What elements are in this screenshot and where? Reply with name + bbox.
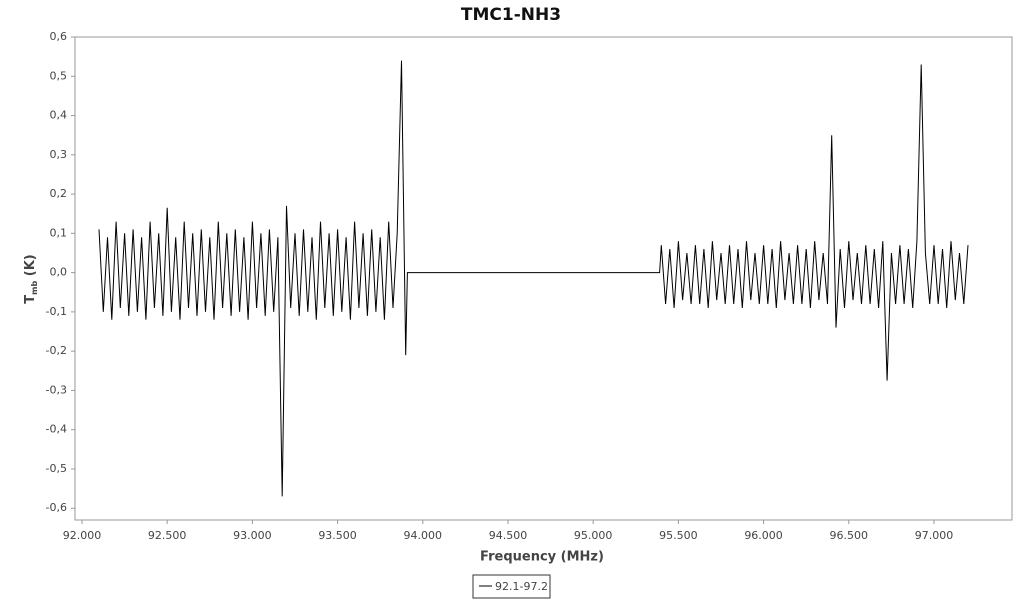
y-label-main: T: [23, 295, 38, 304]
y-tick-label: -0,4: [46, 423, 67, 436]
y-tick-label: 0,0: [50, 266, 68, 279]
y-tick-label: -0,6: [46, 501, 67, 514]
y-tick-label: 0,4: [50, 109, 68, 122]
y-label-unit: (K): [23, 254, 38, 280]
y-axis-label: Tmb (K): [23, 254, 39, 303]
x-tick-label: 96.500: [830, 529, 869, 542]
chart-title: TMC1-NH3: [461, 5, 561, 25]
legend-label: 92.1-97.2: [495, 580, 548, 593]
x-tick-label: 96.000: [744, 529, 783, 542]
y-label-sub: mb: [30, 281, 39, 295]
x-tick-label: 92.000: [63, 529, 102, 542]
x-tick-label: 95.000: [574, 529, 613, 542]
y-tick-label: -0,3: [46, 383, 67, 396]
y-tick-label: -0,2: [46, 344, 67, 357]
x-tick-label: 95.500: [659, 529, 698, 542]
x-tick-label: 97.000: [915, 529, 954, 542]
y-tick-label: -0,5: [46, 462, 67, 475]
spectrum-line: [98, 60, 969, 497]
x-tick-label: 94.500: [489, 529, 528, 542]
x-tick-label: 93.500: [318, 529, 357, 542]
y-tick-label: 0,3: [50, 148, 68, 161]
x-axis-label: Frequency (MHz): [480, 550, 604, 565]
legend-box: [472, 574, 551, 599]
y-tick-label: 0,6: [50, 30, 68, 43]
y-tick-label: 0,2: [50, 187, 68, 200]
y-tick-label: 0,1: [50, 226, 68, 239]
x-tick-label: 93.000: [233, 529, 272, 542]
plot-frame: [74, 36, 1013, 521]
x-tick-label: 92.500: [148, 529, 187, 542]
y-tick-label: -0,1: [46, 305, 67, 318]
y-tick-label: 0,5: [50, 69, 68, 82]
x-tick-label: 94.000: [404, 529, 443, 542]
